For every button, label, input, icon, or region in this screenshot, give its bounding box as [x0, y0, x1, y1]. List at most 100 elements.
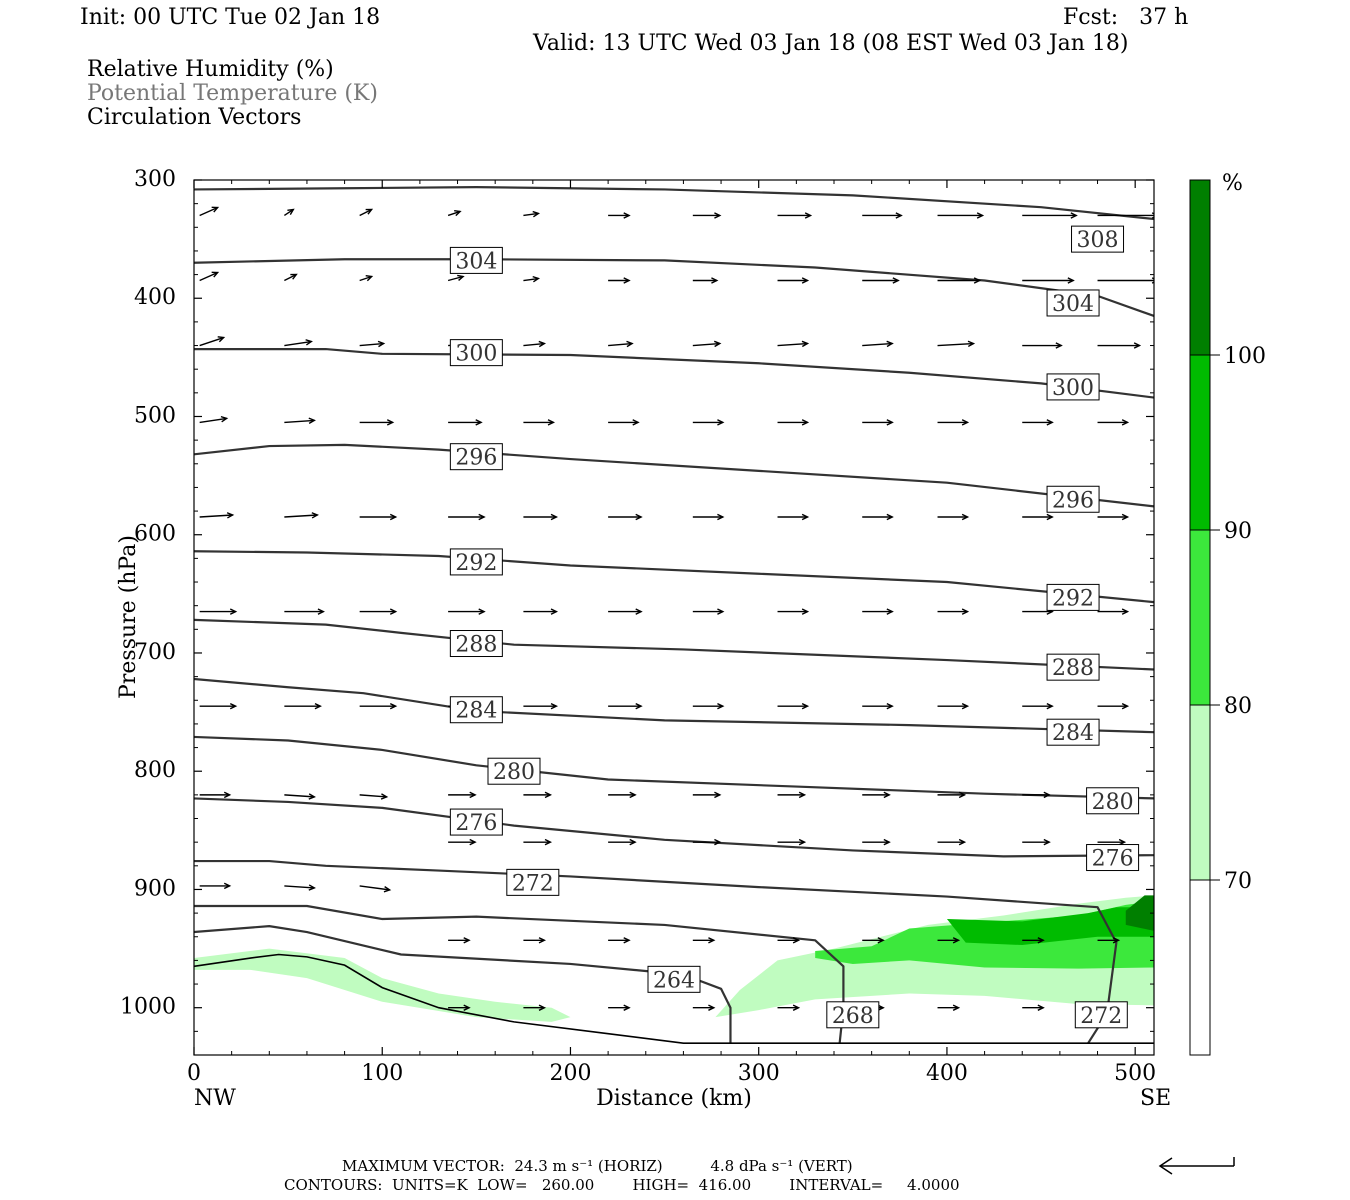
circulation-vector: [1022, 419, 1054, 426]
circulation-vector: [359, 513, 398, 521]
circulation-vector: [448, 419, 483, 426]
svg-text:308: 308: [1077, 228, 1119, 253]
colorbar-tick-label: 70: [1224, 869, 1252, 894]
circulation-vector: [608, 340, 634, 348]
contour-info-note: CONTOURS: UNITS=K LOW= 260.00 HIGH= 416.…: [284, 1176, 960, 1194]
circulation-vector: [199, 206, 220, 217]
svg-text:292: 292: [1052, 586, 1094, 611]
svg-text:284: 284: [1052, 721, 1094, 746]
circulation-vector: [284, 417, 316, 424]
circulation-vector: [608, 937, 631, 944]
contour-label: 272: [506, 868, 560, 896]
x-tick-label: 300: [738, 1061, 780, 1086]
circulation-vector: [523, 275, 541, 283]
svg-text:300: 300: [1052, 376, 1094, 401]
contour-label: 284: [1046, 718, 1100, 746]
circulation-vector: [862, 340, 894, 348]
circulation-vector: [359, 608, 398, 615]
circulation-vector: [199, 608, 238, 615]
contour-label: 292: [449, 548, 503, 576]
circulation-vector: [523, 340, 547, 348]
svg-text:284: 284: [455, 699, 497, 724]
svg-text:288: 288: [455, 633, 497, 658]
circulation-vector: [284, 512, 319, 519]
colorbar-swatch: [1189, 354, 1211, 531]
plot-frame: [193, 179, 1155, 1056]
contour-label: 308: [1071, 225, 1125, 253]
contour-label: 300: [449, 339, 503, 367]
circulation-vector: [608, 277, 631, 284]
circulation-vector: [692, 212, 722, 219]
circulation-vector: [777, 340, 810, 348]
svg-text:288: 288: [1052, 656, 1094, 681]
circulation-vector: [359, 208, 374, 217]
circulation-vector: [199, 336, 226, 347]
circulation-vector: [777, 419, 810, 426]
circulation-vector: [777, 1004, 801, 1011]
legend-vectors: Circulation Vectors: [87, 105, 302, 130]
circulation-vector: [199, 882, 232, 890]
y-tick-label: 700: [134, 640, 176, 665]
circulation-vector: [448, 937, 471, 944]
circulation-vector: [284, 608, 325, 615]
circulation-vector: [937, 513, 970, 521]
isentrope-line: [194, 735, 1154, 800]
circulation-vector: [937, 791, 967, 799]
circulation-vector: [1097, 342, 1142, 349]
circulation-vector: [523, 608, 559, 615]
svg-text:272: 272: [512, 871, 554, 896]
circulation-vector: [692, 419, 725, 426]
circulation-vector: [448, 1004, 471, 1011]
contour-label: 264: [647, 965, 701, 993]
legend-rh: Relative Humidity (%): [87, 57, 334, 82]
circulation-vector: [284, 884, 316, 891]
x-tick-label: 200: [549, 1061, 591, 1086]
y-tick-label: 300: [134, 167, 176, 192]
circulation-vector: [448, 791, 477, 799]
contour-label: 304: [449, 246, 503, 274]
isentrope-line: [194, 677, 1154, 734]
isentrope-line: [194, 550, 1154, 604]
y-tick-label: 800: [134, 758, 176, 783]
circulation-vector: [283, 208, 295, 217]
svg-text:272: 272: [1080, 1004, 1122, 1029]
circulation-vector: [199, 271, 220, 282]
circulation-vector: [199, 415, 229, 424]
colorbar-tick-label: 90: [1224, 519, 1252, 544]
isentrope-line: [194, 618, 1154, 671]
circulation-vector: [1097, 419, 1130, 426]
circulation-vector: [523, 791, 553, 799]
terrain-line: [194, 953, 1154, 1044]
isentrope-line: [194, 347, 1154, 399]
colorbar-unit: %: [1222, 171, 1243, 196]
circulation-vector: [608, 1004, 631, 1011]
circulation-vector: [1022, 838, 1051, 846]
circulation-vector: [199, 702, 238, 710]
circulation-vector: [777, 513, 810, 521]
circulation-vector: [862, 513, 894, 521]
circulation-vector: [359, 340, 386, 348]
x-end-label-nw: NW: [194, 1086, 236, 1111]
circulation-vector: [523, 210, 541, 218]
circulation-vector: [448, 513, 486, 521]
svg-text:264: 264: [653, 968, 695, 993]
circulation-vector: [448, 838, 477, 846]
contour-label: 296: [1046, 485, 1100, 513]
svg-text:268: 268: [832, 1004, 874, 1029]
circulation-vector: [523, 838, 553, 846]
circulation-vector: [862, 277, 900, 284]
circulation-vector: [777, 838, 807, 846]
svg-text:280: 280: [493, 760, 535, 785]
circulation-vector: [359, 275, 374, 282]
circulation-vector: [692, 277, 719, 284]
circulation-vector: [608, 212, 631, 219]
contour-label: 280: [487, 757, 541, 785]
svg-text:296: 296: [1052, 488, 1094, 513]
circulation-vector: [692, 513, 725, 521]
circulation-vector: [1022, 791, 1051, 799]
circulation-vector: [359, 793, 389, 800]
contour-label: 276: [1086, 844, 1140, 872]
circulation-vector: [937, 419, 970, 426]
circulation-vector: [1022, 1004, 1045, 1011]
